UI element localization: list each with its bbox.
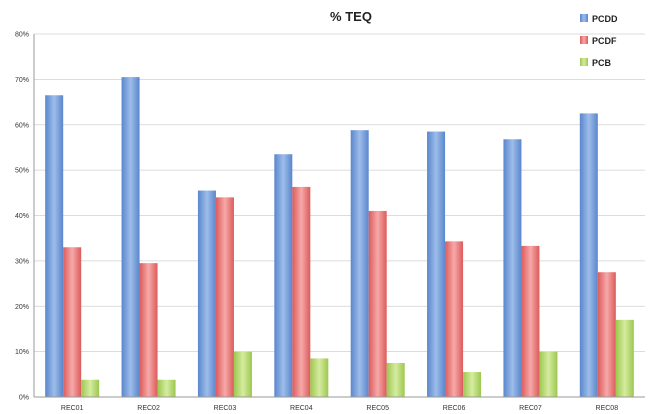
- bar-pcdd-rec08: [579, 113, 598, 397]
- x-axis-ticks: REC01 REC02 REC03 REC04 REC05 REC06 REC07 REC08: [61, 405, 618, 412]
- legend-label-pcdd: PCDD: [592, 14, 618, 24]
- y-tick-label: 60%: [15, 122, 29, 129]
- bar-pcdf-rec01: [63, 247, 82, 397]
- y-axis-ticks: 0% 10% 20% 30% 40% 50% 60% 70% 80%: [15, 32, 29, 402]
- chart-title: % TEQ: [330, 9, 372, 24]
- y-tick-label: 30%: [15, 258, 29, 265]
- bars: [45, 77, 634, 397]
- x-tick-label: REC08: [596, 405, 619, 412]
- bar-pcb-rec01: [81, 379, 100, 397]
- legend: PCDD PCDF PCB: [580, 14, 618, 68]
- x-tick-label: REC04: [290, 405, 313, 412]
- legend-swatch-pcdf: [580, 36, 588, 44]
- y-tick-label: 10%: [15, 349, 29, 356]
- legend-swatch-pcb: [580, 58, 588, 66]
- bar-pcdf-rec07: [521, 245, 540, 397]
- bar-pcdd-rec01: [45, 95, 64, 397]
- bar-pcdf-rec06: [445, 241, 464, 397]
- y-tick-label: 20%: [15, 304, 29, 311]
- legend-label-pcb: PCB: [592, 58, 612, 68]
- bar-pcdd-rec06: [427, 131, 446, 397]
- bar-pcdd-rec07: [503, 139, 522, 397]
- bar-pcb-rec08: [615, 319, 634, 397]
- x-tick-label: REC07: [519, 405, 542, 412]
- y-tick-label: 40%: [15, 213, 29, 220]
- bar-pcb-rec03: [233, 351, 252, 397]
- bar-pcb-rec07: [539, 351, 558, 397]
- y-tick-label: 0%: [19, 395, 29, 402]
- y-tick-label: 50%: [15, 168, 29, 175]
- bar-pcdd-rec04: [274, 154, 293, 397]
- bar-pcb-rec02: [157, 379, 176, 397]
- legend-swatch-pcdd: [580, 14, 588, 22]
- x-tick-label: REC01: [61, 405, 84, 412]
- bar-pcdf-rec08: [597, 272, 616, 397]
- bar-pcdf-rec02: [139, 263, 158, 397]
- y-tick-label: 70%: [15, 77, 29, 84]
- y-tick-label: 80%: [15, 32, 29, 39]
- bar-pcdd-rec02: [121, 77, 140, 397]
- bar-pcdf-rec04: [292, 186, 311, 397]
- bar-pcdf-rec03: [215, 197, 234, 397]
- x-tick-label: REC03: [214, 405, 237, 412]
- bar-pcdd-rec03: [197, 190, 216, 397]
- bar-pcb-rec04: [310, 358, 329, 397]
- x-tick-label: REC06: [443, 405, 466, 412]
- legend-label-pcdf: PCDF: [592, 36, 617, 46]
- axes: [33, 34, 645, 398]
- bar-pcb-rec06: [463, 372, 482, 397]
- bar-pcdf-rec05: [368, 210, 387, 397]
- bar-pcb-rec05: [386, 362, 405, 397]
- bar-pcdd-rec05: [350, 130, 369, 397]
- x-tick-label: REC05: [366, 405, 389, 412]
- x-tick-label: REC02: [137, 405, 160, 412]
